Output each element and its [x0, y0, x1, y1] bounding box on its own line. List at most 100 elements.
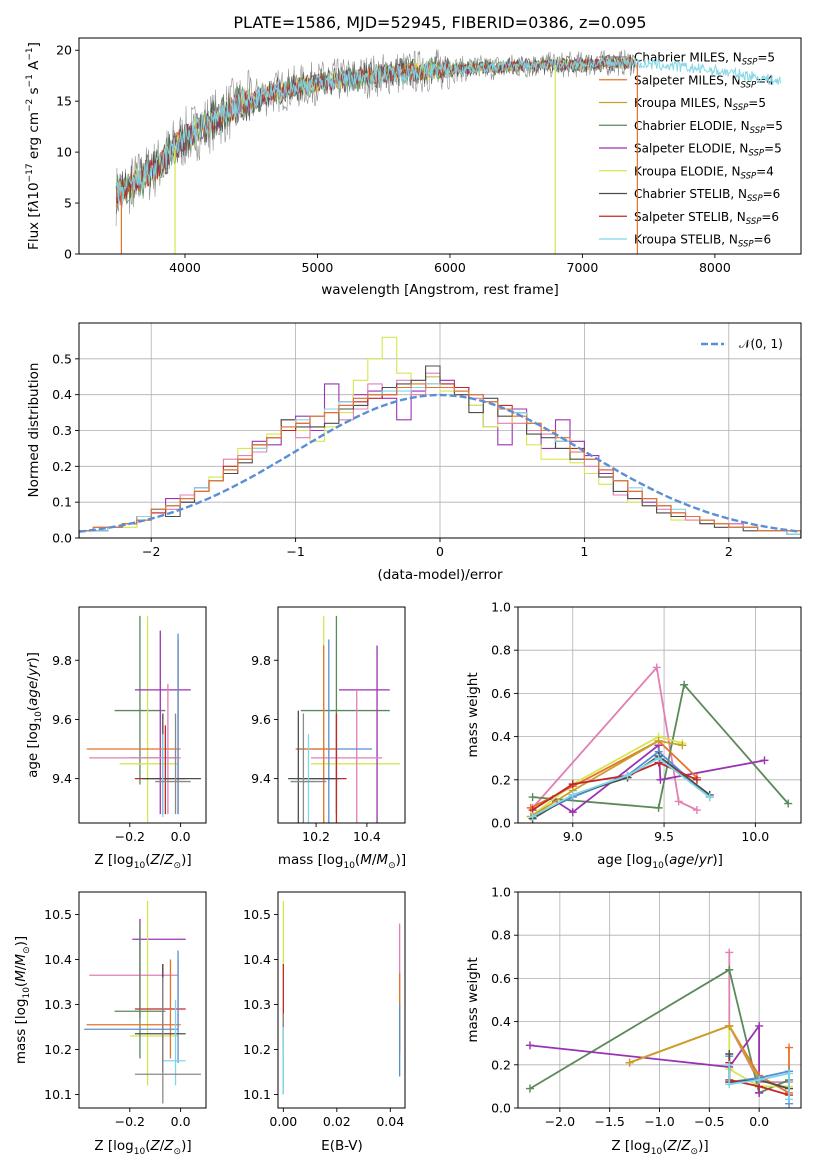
residuals-ylabel: Normed distribution	[26, 363, 42, 498]
weight_vs_Z-xtick-label: −0.5	[694, 1114, 724, 1129]
mass_vs_Z-ytick-label: 10.1	[44, 1087, 72, 1102]
legend-label-chabrier_miles: Chabrier MILES, NSSP=5	[634, 51, 775, 68]
weight-marker-salpeter_elodie	[525, 1041, 534, 1050]
weight-marker-kroupa_stelib	[654, 754, 663, 763]
weight-marker-chabrier_elodie	[680, 680, 689, 689]
weight_vs_Z-xtick-label: 0.0	[749, 1114, 769, 1129]
weight-marker-salpeter_elodie	[656, 775, 665, 784]
weight_vs_Z-xtick-label: −1.5	[594, 1114, 624, 1129]
mass-vs-z-ylabel: mass [log10(M/M⊙)]	[13, 936, 32, 1064]
weight_vs_Z-frame	[517, 891, 802, 1109]
age_vs_Z-body	[86, 615, 201, 823]
weight_vs_Z-ytick-label: 1.0	[491, 885, 511, 900]
weight_vs_Z-xtick-label: −1.0	[644, 1114, 674, 1129]
weight-marker-kroupa_miles	[654, 736, 663, 745]
legend-label-sub: SSP	[741, 80, 757, 90]
mass_vs_ebv-ytick-label: 10.2	[243, 1042, 271, 1057]
weight_vs_age-ytick-label: 0.6	[491, 686, 511, 701]
mass_vs_Z-ytick-label: 10.4	[44, 952, 72, 967]
weight-marker-kroupa_miles	[725, 1021, 734, 1030]
mass_vs_ebv-frame	[277, 891, 406, 1109]
age_vs_mass-xtick-label: 10.4	[353, 829, 381, 844]
weight_vs_age-xtick-label: 10.0	[741, 829, 769, 844]
age_vs_mass-xtick-label: 10.2	[302, 829, 330, 844]
spectrum-xtick-label: 6000	[434, 260, 466, 275]
legend-label-text: Salpeter ELODIE, N	[634, 142, 748, 156]
legend-label-kroupa_miles: Kroupa MILES, NSSP=5	[634, 96, 766, 113]
legend-label-text: Kroupa STELIB, N	[634, 233, 738, 247]
spectrum-title: PLATE=1586, MJD=52945, FIBERID=0386, z=0…	[233, 13, 646, 32]
weight-marker-kroupa_miles	[678, 741, 687, 750]
mass_vs_ebv-ytick-label: 10.1	[243, 1087, 271, 1102]
legend-label-sub: SSP	[750, 126, 766, 136]
weight-vs-age-ylabel: mass weight	[465, 672, 481, 757]
mass_vs_Z-xtick-label: 0.0	[171, 1114, 191, 1129]
weight-marker-salpeter_stelib	[692, 775, 701, 784]
weight-line-salpeter_elodie	[529, 1023, 760, 1093]
residuals-axes: −2 −1 0 1 2 0.0 0.1 0.2 0.3 0.4 0.5	[52, 322, 802, 559]
legend-label-text: Salpeter STELIB, N	[634, 210, 746, 224]
spectrum-ytick-label: 10	[56, 145, 72, 160]
weight-marker-pink	[692, 806, 701, 815]
residuals-xtick-label: −1	[286, 544, 304, 559]
weight-marker-chabrier_elodie	[784, 799, 793, 808]
age_vs_Z-ytick-label: 9.8	[52, 653, 72, 668]
legend-label-sub: SSP	[746, 217, 762, 227]
legend-label-salpeter_miles: Salpeter MILES, NSSP=4	[634, 73, 774, 90]
weight-marker-kroupa_stelib	[725, 1060, 734, 1069]
weight-line-chabrier_elodie	[532, 682, 789, 809]
mass_vs_Z-frame	[78, 891, 207, 1109]
age-vs-mass-xlabel: mass [log10(M/M⊙)]	[278, 852, 406, 871]
weight_vs_Z-xtick-label: −2.0	[545, 1114, 575, 1129]
residuals-ytick-label: 0.0	[52, 531, 72, 546]
legend-label-text: Salpeter MILES, N	[634, 73, 741, 87]
weight-marker-kroupa_stelib	[785, 1095, 794, 1104]
spectrum-ytick-label: 5	[64, 196, 72, 211]
age_vs_mass-body	[288, 615, 400, 823]
spectrum-line-salpeter_stelib	[115, 56, 636, 204]
mass_vs_ebv-ytick-label: 10.5	[243, 907, 271, 922]
weight_vs_Z-ytick-label: 0.4	[491, 1014, 511, 1029]
mass_vs_Z-xtick-label: −0.2	[115, 1114, 145, 1129]
age_vs_Z-ytick-label: 9.6	[52, 712, 72, 727]
spectrum-xtick-label: 5000	[302, 260, 334, 275]
legend-label-text: Chabrier MILES, N	[634, 51, 742, 65]
spectrum-ytick-label: 20	[56, 43, 72, 58]
residuals-frame	[78, 322, 802, 539]
weight-marker-pink	[652, 663, 661, 672]
weight_vs_age-ytick-label: 0.0	[491, 816, 511, 831]
weight-line-kroupa_elodie	[530, 735, 683, 818]
mass_vs_Z-ytick-label: 10.2	[44, 1042, 72, 1057]
plot-layer: 4000 5000 6000 7000 8000 0 5 10 15 20 −2 −1 0 1 2 0.0 0.…	[44, 37, 802, 1129]
legend-label-salpeter_stelib: Salpeter STELIB, NSSP=6	[634, 210, 779, 227]
weight_vs_age-ytick-label: 1.0	[491, 600, 511, 615]
mass_vs_ebv-axes: 0.00 0.02 0.04 10.1 10.2 10.3 10.4 10.5	[243, 891, 406, 1129]
legend-label-text: Kroupa ELODIE, N	[634, 164, 741, 178]
mass-vs-z-xlabel: Z [log10(Z/Z⊙)]	[94, 1138, 191, 1157]
normal-pdf-curve	[79, 393, 801, 533]
weight_vs_age-ytick-label: 0.2	[491, 772, 511, 787]
weight-marker-salpeter_miles	[785, 1043, 794, 1052]
age_vs_Z-frame	[78, 606, 207, 824]
weight_vs_age-xtick-label: 9.5	[654, 829, 674, 844]
weight-marker-salpeter_elodie	[755, 1021, 764, 1030]
weight-marker-chabrier_elodie	[528, 793, 537, 802]
age_vs_Z-xtick-label: 0.0	[171, 829, 191, 844]
residuals-xtick-label: −2	[142, 544, 160, 559]
age_vs_mass-ytick-label: 9.6	[251, 712, 271, 727]
legend-label-sub: SSP	[741, 171, 757, 181]
age_vs_mass-axes: 10.2 10.4 9.4 9.6 9.8	[251, 606, 406, 844]
legend-label-suffix: =5	[757, 51, 775, 65]
weight_vs_Z-axes: −2.0 −1.5 −1.0 −0.5 0.0 0.0 0.2 0.4 0.6 0.8 1.0	[491, 885, 802, 1129]
weight-marker-kroupa_stelib	[755, 1075, 764, 1084]
spectrum-body	[115, 49, 782, 254]
age_vs_Z-xtick-label: −0.2	[115, 829, 145, 844]
legend-label-sub: SSP	[733, 103, 749, 113]
weight-marker-salpeter_elodie	[568, 808, 577, 817]
legend-label-suffix: =4	[756, 164, 774, 178]
age_vs_Z-axes: −0.2 0.0 9.4 9.6 9.8	[52, 606, 207, 844]
residuals-ytick-label: 0.3	[52, 423, 72, 438]
weight-marker-salpeter_elodie	[760, 756, 769, 765]
weight-marker-kroupa_stelib	[725, 1080, 734, 1089]
